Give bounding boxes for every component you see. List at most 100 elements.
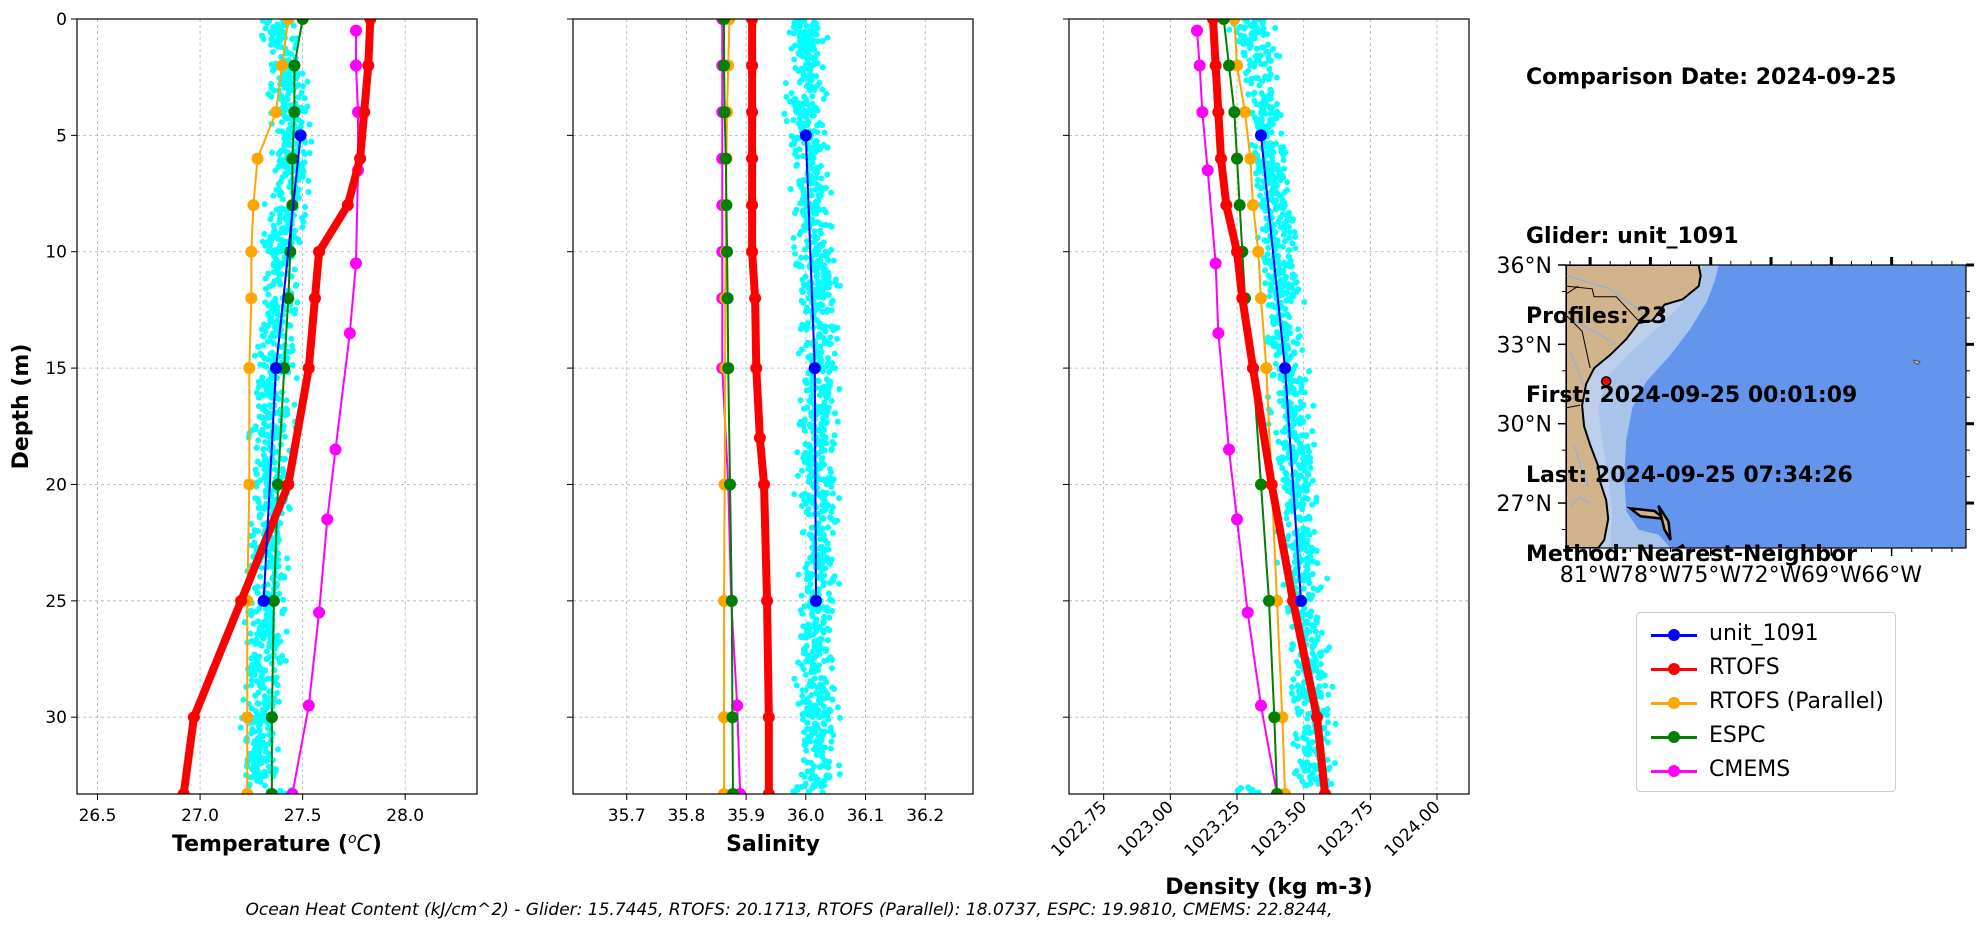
scatter-point	[1304, 751, 1311, 758]
scatter-point	[1314, 636, 1321, 643]
scatter-point	[1317, 661, 1324, 668]
scatter-point	[280, 157, 287, 164]
series-line	[246, 19, 290, 794]
y-tick-label: 30	[45, 708, 67, 728]
scatter-point	[253, 471, 260, 478]
scatter-point	[819, 526, 826, 533]
scatter-point	[807, 444, 814, 451]
scatter-point	[278, 128, 285, 135]
scatter-point	[256, 624, 263, 631]
scatter-point	[281, 471, 288, 478]
scatter-point	[796, 181, 803, 188]
scatter-point	[1306, 515, 1313, 522]
scatter-point	[1292, 362, 1299, 369]
scatter-point	[808, 727, 815, 734]
scatter-point	[827, 474, 834, 481]
scatter-point	[829, 696, 836, 703]
scatter-point	[276, 37, 283, 44]
map-lat-label: 27°N	[1497, 492, 1552, 517]
scatter-point	[298, 89, 305, 96]
scatter-point	[1262, 73, 1269, 80]
scatter-point	[1290, 338, 1297, 345]
scatter-point	[800, 422, 807, 429]
scatter-point	[807, 678, 814, 685]
scatter-point	[804, 62, 811, 69]
data-point	[719, 152, 732, 165]
data-point	[1207, 19, 1219, 25]
scatter-point	[1324, 712, 1331, 719]
scatter-point	[815, 284, 822, 291]
scatter-point	[811, 228, 818, 235]
scatter-point	[259, 426, 266, 433]
scatter-point	[822, 221, 829, 228]
scatter-point	[1310, 585, 1317, 592]
data-point	[245, 292, 258, 305]
data-point	[272, 478, 285, 491]
scatter-point	[812, 773, 819, 780]
scatter-point	[248, 655, 255, 662]
state-border	[1566, 285, 1639, 321]
scatter-point	[1272, 25, 1279, 32]
scatter-point	[817, 440, 824, 447]
scatter-point	[1266, 293, 1273, 300]
scatter-point	[1279, 269, 1286, 276]
scatter-point	[1273, 52, 1280, 59]
scatter-point	[268, 306, 275, 313]
scatter-point	[803, 404, 810, 411]
scatter-point	[792, 210, 799, 217]
scatter-point	[1291, 458, 1298, 465]
scatter-point	[1303, 433, 1310, 440]
data-point	[349, 24, 362, 37]
scatter-point	[1326, 764, 1333, 771]
scatter-point	[1281, 189, 1288, 196]
data-point	[187, 711, 200, 724]
scatter-point	[823, 282, 830, 289]
scatter-point	[797, 607, 804, 614]
chart-panel-3: 1022.75 1023.00 1023.25 1023.50 1023.75 1024.…	[1047, 18, 1470, 900]
data-point	[762, 788, 775, 794]
scatter-point	[266, 414, 273, 421]
scatter-point	[248, 682, 255, 689]
scatter-point	[247, 607, 254, 614]
scatter-point	[1320, 725, 1327, 732]
scatter-point	[807, 738, 814, 745]
scatter-point	[1302, 571, 1309, 578]
scatter-point	[807, 165, 814, 172]
scatter-point	[1273, 182, 1280, 189]
scatter-point	[1313, 498, 1320, 505]
scatter-point	[1312, 766, 1319, 773]
scatter-point	[287, 121, 294, 128]
scatter-point	[1267, 287, 1274, 294]
map-lon-label: 72°W	[1741, 563, 1802, 588]
axes-frame	[572, 18, 974, 795]
comparison-date: Comparison Date: 2024-09-25	[1526, 65, 1897, 90]
scatter-point	[1292, 731, 1299, 738]
scatter-point	[825, 546, 832, 553]
map-lon-label: 66°W	[1861, 563, 1922, 588]
scatter-point	[804, 108, 811, 115]
x-axis-label: Temperature (oC)	[172, 831, 382, 857]
chart-panel-2: 35.7 35.8 35.9 36.0 36.1 36.2 Salinity	[567, 18, 974, 857]
scatter-point	[836, 386, 843, 393]
scatter-point	[1277, 214, 1284, 221]
scatter-point	[1279, 197, 1286, 204]
scatter-point	[1226, 26, 1233, 33]
scatter-point	[1262, 61, 1269, 68]
scatter-point	[254, 749, 261, 756]
scatter-point	[1253, 790, 1260, 794]
scatter-point	[788, 45, 795, 52]
scatter-point	[803, 747, 810, 754]
scatter-point	[816, 623, 823, 630]
scatter-point	[822, 537, 829, 544]
scatter-point	[1259, 204, 1266, 211]
scatter-point	[807, 34, 814, 41]
scatter-point	[259, 19, 266, 24]
scatter-point	[1318, 629, 1325, 636]
data-point	[282, 292, 295, 305]
scatter-point	[1249, 110, 1256, 117]
scatter-point	[1258, 104, 1265, 111]
scatter-point	[1289, 271, 1296, 278]
scatter-point	[815, 574, 822, 581]
scatter-point	[266, 19, 273, 24]
scatter-point	[281, 790, 288, 794]
